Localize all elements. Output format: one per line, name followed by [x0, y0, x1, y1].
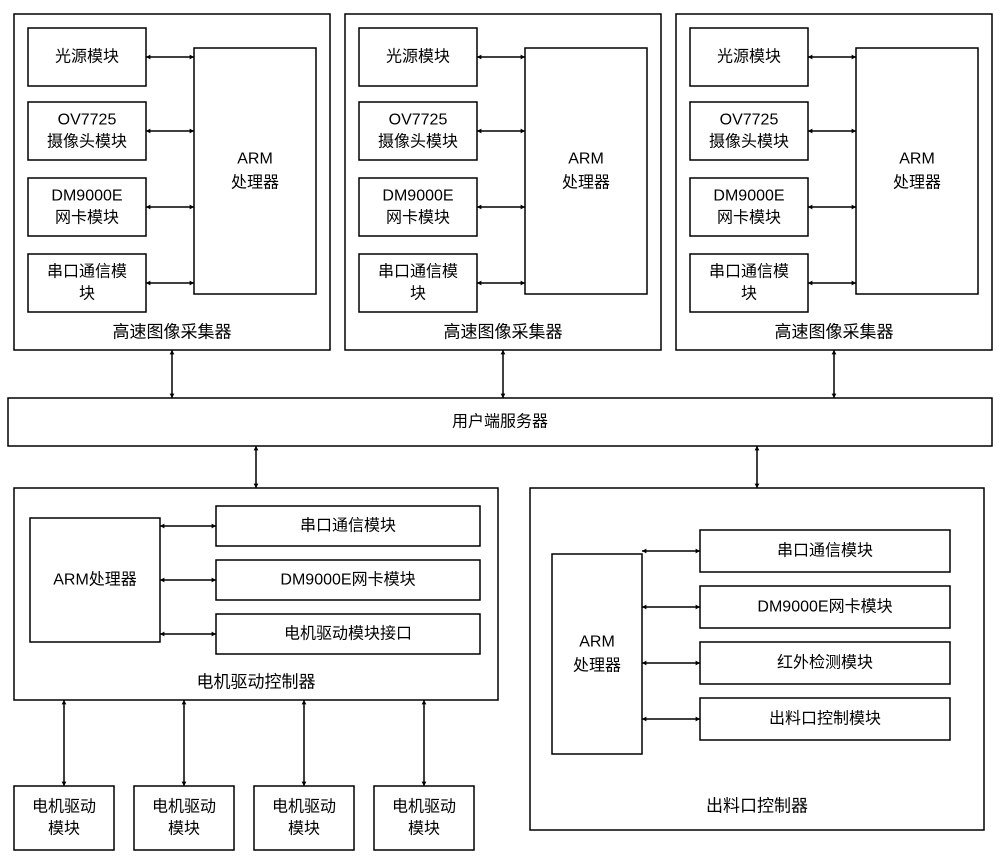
svg-text:OV7725: OV7725 — [720, 112, 779, 129]
svg-text:网卡模块: 网卡模块 — [386, 209, 450, 227]
svg-text:串口通信模: 串口通信模 — [47, 263, 127, 281]
svg-text:电机驱动: 电机驱动 — [32, 798, 96, 816]
svg-text:OV7725: OV7725 — [389, 112, 448, 129]
svg-text:OV7725: OV7725 — [58, 112, 117, 129]
svg-text:模块: 模块 — [168, 820, 200, 838]
svg-text:模块: 模块 — [48, 820, 80, 838]
svg-text:块: 块 — [741, 285, 757, 303]
svg-text:ARM: ARM — [579, 634, 615, 651]
svg-text:模块: 模块 — [288, 820, 320, 838]
svg-text:DM9000E: DM9000E — [382, 188, 453, 205]
svg-text:摄像头模块: 摄像头模块 — [378, 133, 458, 151]
svg-text:电机驱动模块接口: 电机驱动模块接口 — [284, 625, 412, 643]
svg-text:DM9000E网卡模块: DM9000E网卡模块 — [280, 571, 415, 589]
svg-text:处理器: 处理器 — [562, 174, 610, 192]
svg-text:出料口控制模块: 出料口控制模块 — [769, 710, 881, 728]
svg-text:DM9000E: DM9000E — [713, 188, 784, 205]
svg-text:串口通信模: 串口通信模 — [709, 263, 789, 281]
svg-text:串口通信模块: 串口通信模块 — [777, 542, 873, 560]
svg-text:处理器: 处理器 — [231, 174, 279, 192]
svg-text:ARM: ARM — [899, 151, 935, 168]
svg-text:电机驱动: 电机驱动 — [392, 798, 456, 816]
svg-text:ARM处理器: ARM处理器 — [53, 571, 137, 589]
svg-text:处理器: 处理器 — [573, 657, 621, 675]
svg-text:块: 块 — [410, 285, 426, 303]
svg-text:电机驱动: 电机驱动 — [272, 798, 336, 816]
svg-text:ARM: ARM — [568, 151, 604, 168]
svg-text:网卡模块: 网卡模块 — [717, 209, 781, 227]
svg-text:用户端服务器: 用户端服务器 — [452, 413, 548, 431]
svg-text:光源模块: 光源模块 — [386, 48, 450, 66]
svg-text:红外检测模块: 红外检测模块 — [777, 654, 873, 672]
svg-text:光源模块: 光源模块 — [55, 48, 119, 66]
svg-text:摄像头模块: 摄像头模块 — [47, 133, 127, 151]
svg-text:电机驱动控制器: 电机驱动控制器 — [197, 673, 316, 692]
svg-text:摄像头模块: 摄像头模块 — [709, 133, 789, 151]
svg-text:高速图像采集器: 高速图像采集器 — [444, 323, 563, 342]
svg-text:串口通信模块: 串口通信模块 — [300, 517, 396, 535]
svg-text:模块: 模块 — [408, 820, 440, 838]
svg-text:DM9000E: DM9000E — [51, 188, 122, 205]
svg-text:串口通信模: 串口通信模 — [378, 263, 458, 281]
svg-text:ARM: ARM — [237, 151, 273, 168]
svg-text:DM9000E网卡模块: DM9000E网卡模块 — [757, 598, 892, 616]
svg-text:高速图像采集器: 高速图像采集器 — [775, 323, 894, 342]
svg-text:块: 块 — [79, 285, 95, 303]
svg-text:光源模块: 光源模块 — [717, 48, 781, 66]
svg-text:处理器: 处理器 — [893, 174, 941, 192]
svg-text:电机驱动: 电机驱动 — [152, 798, 216, 816]
svg-text:出料口控制器: 出料口控制器 — [706, 797, 808, 816]
svg-text:网卡模块: 网卡模块 — [55, 209, 119, 227]
svg-text:高速图像采集器: 高速图像采集器 — [113, 323, 232, 342]
